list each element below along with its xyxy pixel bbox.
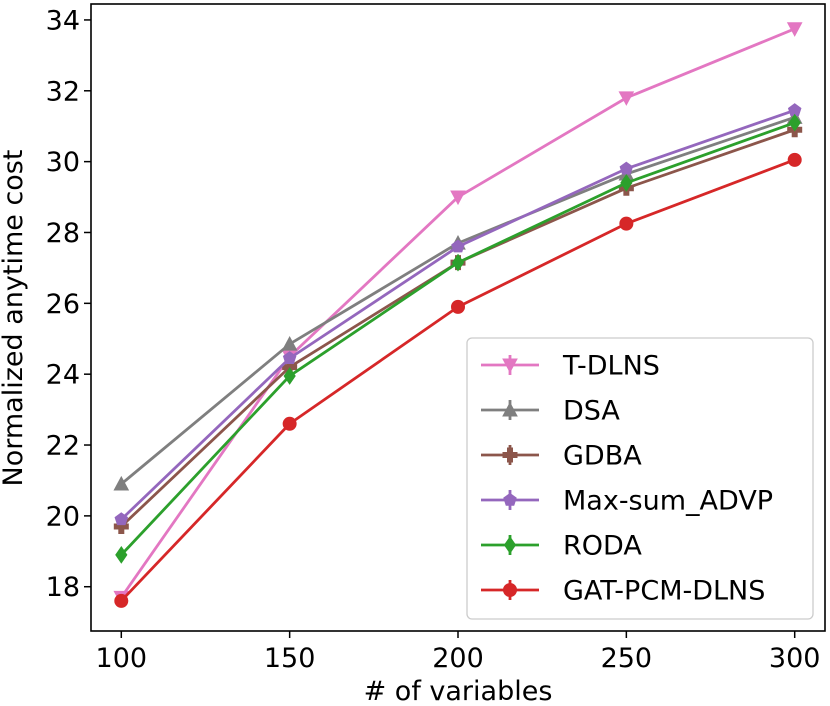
data-point-roda [283, 367, 296, 385]
legend-marker [503, 583, 517, 597]
legend-label: RODA [563, 531, 642, 562]
y-tick-label: 18 [46, 572, 80, 603]
x-tick-label: 100 [96, 643, 148, 674]
legend-entry-max-sum-advp: Max-sum_ADVP [481, 486, 773, 517]
y-tick-label: 20 [46, 501, 80, 532]
legend-marker [503, 536, 517, 554]
legend-label: DSA [563, 396, 620, 427]
y-tick-label: 30 [46, 147, 80, 178]
y-tick-label: 28 [46, 218, 80, 249]
legend-entry-roda: RODA [481, 531, 642, 562]
y-tick-label: 22 [46, 431, 80, 462]
data-point-t-dlns [618, 91, 635, 106]
series-max-sum-advp [114, 103, 802, 526]
legend-entry-dsa: DSA [481, 396, 620, 427]
data-point-max-sum-advp [787, 103, 802, 117]
data-point-dsa [281, 336, 298, 351]
data-point-roda [115, 545, 128, 564]
data-point-dsa [113, 475, 130, 491]
data-point-max-sum-advp [619, 161, 634, 175]
legend-label: GDBA [563, 441, 642, 472]
x-tick-label: 250 [601, 643, 653, 674]
data-point-max-sum-advp [114, 512, 129, 526]
data-point-roda [620, 174, 633, 192]
legend-entry-gdba: GDBA [481, 441, 642, 472]
y-tick-label: 24 [46, 360, 80, 391]
series-gat-pcm-dlns [114, 152, 802, 608]
x-tick-label: 200 [432, 643, 484, 674]
legend-entry-gat-pcm-dlns: GAT-PCM-DLNS [481, 576, 765, 607]
legend-frame [466, 337, 814, 620]
y-tick-label: 32 [46, 76, 80, 107]
plot-series-group [113, 22, 803, 608]
legend-marker [502, 401, 518, 417]
x-axis: 100 150 200 250 300 [96, 631, 821, 674]
legend-marker [503, 492, 517, 506]
x-tick-label: 300 [769, 643, 821, 674]
x-axis-label: # of variables [364, 676, 553, 706]
legend-label: T-DLNS [562, 351, 660, 382]
data-point-t-dlns [786, 22, 803, 37]
data-point-gat-pcm-dlns [282, 416, 297, 431]
data-point-roda [788, 113, 801, 132]
legend: T-DLNS DSA GDBA Max-sum_ADVP RODA GAT-PCM-DLN… [466, 337, 814, 620]
data-point-gat-pcm-dlns [451, 299, 465, 314]
legend-entry-t-dlns: T-DLNS [481, 351, 660, 382]
data-point-max-sum-advp [451, 239, 465, 253]
data-point-gat-pcm-dlns [114, 593, 129, 608]
legend-marker [502, 447, 518, 463]
legend-label: Max-sum_ADVP [563, 486, 773, 517]
data-point-gat-pcm-dlns [787, 152, 802, 167]
data-point-roda [451, 253, 465, 272]
data-point-max-sum-advp [282, 351, 297, 364]
y-tick-label: 34 [46, 5, 80, 36]
legend-label: GAT-PCM-DLNS [563, 576, 765, 607]
data-point-gat-pcm-dlns [619, 216, 634, 231]
y-axis: 18 20 22 24 26 28 30 32 34 [46, 5, 91, 603]
x-tick-label: 150 [264, 643, 316, 674]
y-axis-label: Normalized anytime cost [0, 150, 29, 487]
legend-marker [502, 358, 518, 374]
data-point-t-dlns [450, 190, 466, 206]
y-tick-label: 26 [46, 289, 80, 320]
series-roda [115, 113, 801, 564]
